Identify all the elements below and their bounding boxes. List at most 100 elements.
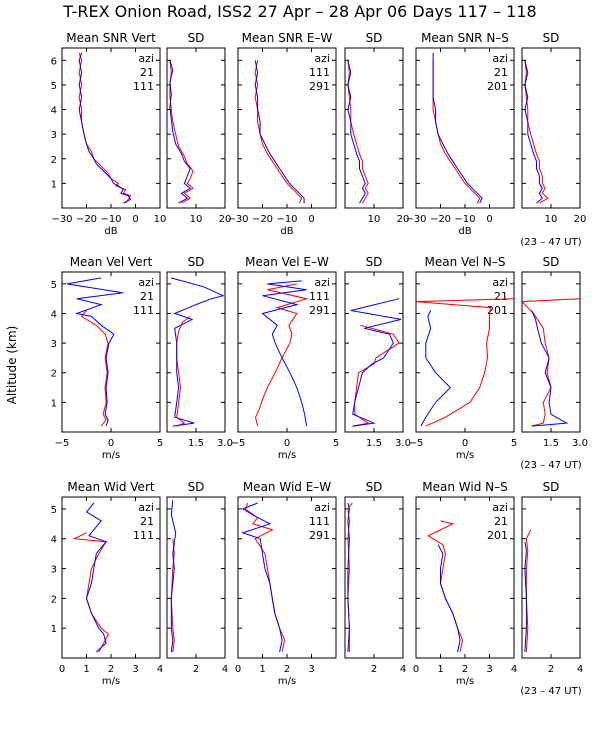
x-tick-label: 0 [59,664,65,675]
panel-title: SD [188,255,205,269]
x-tick-label: 2 [371,664,377,675]
panel-title: Mean SNR Vert [66,31,156,45]
y-tick-label: 3 [51,339,57,350]
legend-title: azi [492,52,508,65]
x-axis-label: dB [104,226,117,237]
legend-entry: 291 [309,80,330,93]
y-tick-label: 2 [51,369,57,380]
x-tick-label: −10 [100,214,121,225]
panel-vel-vert-sd: SD 1.5 3.0 [166,255,233,449]
panel-frame [344,47,404,209]
x-tick-label: 10 [190,214,203,225]
y-tick-label: 5 [51,81,57,92]
x-axis-label: m/s [102,450,120,461]
legend-entry: 201 [487,80,508,93]
series-line-111 [66,277,123,427]
panel-title: SD [366,255,383,269]
panel-title: Mean Wid N–S [422,480,507,494]
x-tick-label: 10 [545,214,558,225]
series-line-21 [427,520,464,653]
x-tick-label: −30 [51,214,72,225]
legend-entry: 111 [309,66,330,79]
x-tick-label: 0 [235,664,241,675]
panel-title: SD [366,480,383,494]
time-note-row-3: (23 – 47 UT) [520,686,581,697]
series-line-21 [169,60,194,204]
x-tick-label: 1 [259,664,265,675]
page-title: T-REX Onion Road, ISS2 27 Apr – 28 Apr 0… [62,2,536,21]
x-tick-label: 3.0 [217,438,233,449]
legend-title: azi [138,501,154,514]
panel-title: Mean Vel Vert [70,255,153,269]
y-tick-label: 1 [51,624,57,635]
legend-entry: 21 [140,66,154,79]
series-line-21 [524,60,549,204]
panel-title: Mean SNR E–W [242,31,333,45]
x-tick-label: 4 [577,664,583,675]
x-tick-label: 2 [108,664,114,675]
panel-title: Mean Wid Vert [67,480,154,494]
x-tick-label: 0 [413,664,419,675]
x-tick-label: −5 [55,438,70,449]
panel-snr-ns-sd: SD 10 20 [521,31,586,225]
x-tick-label: −10 [276,214,297,225]
panel-title: SD [188,31,205,45]
x-tick-label: 0 [486,214,492,225]
panel-frame [521,47,581,209]
series-line-291 [350,298,402,427]
y-tick-label: 4 [51,309,57,320]
panel-vel-ns-sd: SD 1.5 3.0 [520,255,588,449]
x-tick-label: −30 [227,214,248,225]
series-line-201 [437,544,461,653]
x-tick-label: −20 [76,214,97,225]
legend-title: azi [314,276,330,289]
y-tick-label: 3 [51,130,57,141]
y-tick-label: 5 [51,505,57,516]
series-line-111 [255,283,309,427]
panel-wid-ew-sd: SD 2 4 [344,480,406,675]
x-tick-label: −5 [409,438,424,449]
x-tick-label: 0 [132,214,138,225]
legend-entry: 291 [309,529,330,542]
x-axis-label: m/s [102,676,120,687]
series-line-21 [415,298,515,427]
time-note-row-2: (23 – 47 UT) [520,460,581,471]
panel-title: SD [188,480,205,494]
series-line-291 [254,60,305,204]
x-tick-label: −5 [231,438,246,449]
x-tick-label: 0 [308,214,314,225]
panel-frame [166,47,226,209]
panel-wid-vert-sd: SD 2 4 [166,480,228,675]
x-tick-label: −30 [405,214,426,225]
legend-entry: 111 [133,304,154,317]
x-tick-label: 4 [222,664,228,675]
panel-title: SD [366,31,383,45]
legend-title: azi [138,52,154,65]
series-line-21 [520,298,581,427]
x-tick-label: 5 [157,438,163,449]
legend-entry: 111 [133,529,154,542]
time-note-row-1: (23 – 47 UT) [520,237,581,248]
x-tick-label: 2 [462,664,468,675]
panel-vel-ew-sd: SD 1.5 3.0 [344,255,411,449]
panel-title: SD [543,255,560,269]
y-tick-label: 2 [51,155,57,166]
x-tick-label: 4 [400,664,406,675]
y-tick-label: 6 [51,56,57,67]
legend-entry: 111 [133,80,154,93]
x-tick-label: 10 [368,214,381,225]
x-tick-label: 20 [397,214,410,225]
x-axis-label: m/s [456,450,474,461]
series-line-291 [347,502,350,653]
series-line-201 [524,541,527,653]
series-line-21 [80,310,109,427]
